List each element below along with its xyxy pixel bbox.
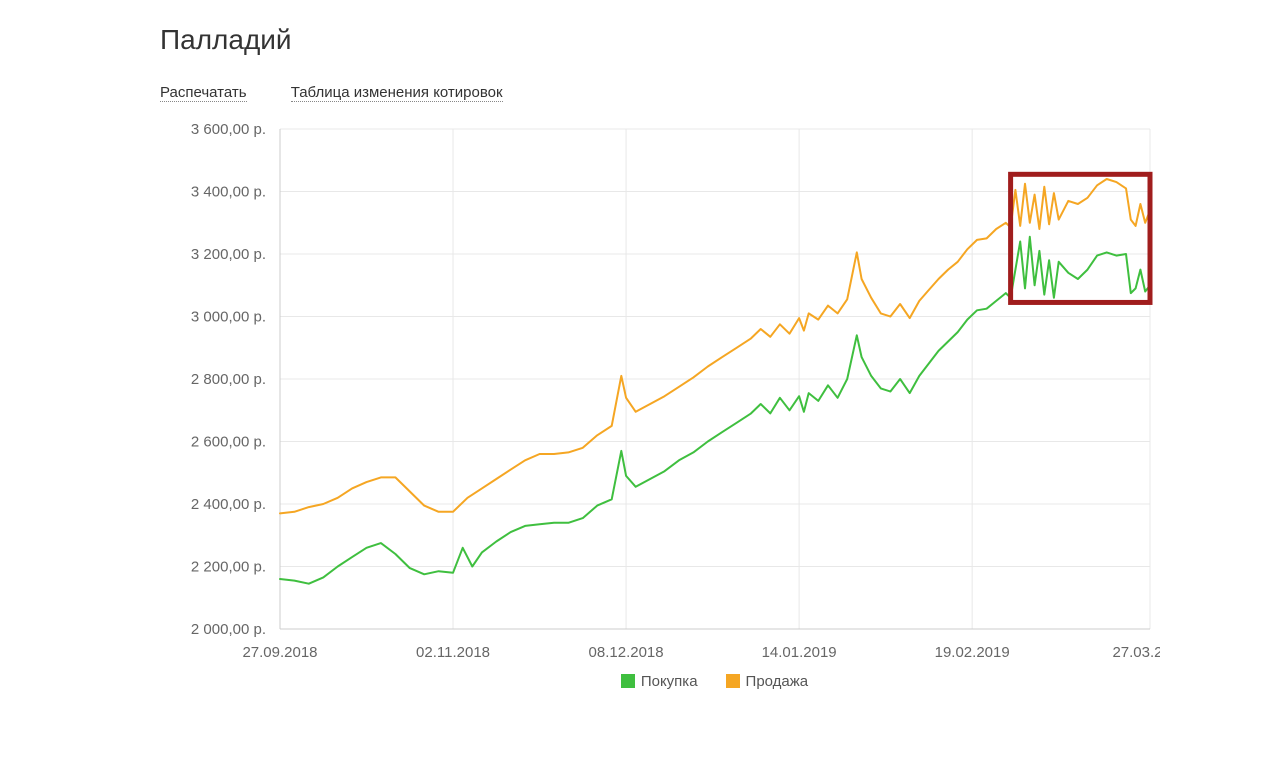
y-tick-label: 2 200,00 p. (191, 559, 266, 576)
x-tick-label: 27.09.2018 (242, 644, 317, 659)
y-tick-label: 2 000,00 p. (191, 621, 266, 638)
legend-label: Покупка (641, 673, 698, 690)
x-tick-label: 02.11.2018 (416, 644, 490, 659)
chart-svg: 2 000,00 p. 2 200,00 p. 2 400,00 p. 2 600,0… (160, 119, 1160, 659)
y-tick-label: 3 600,00 p. (191, 121, 266, 138)
legend-item: Покупка (621, 673, 698, 690)
legend-swatch (621, 674, 635, 688)
x-tick-label: 14.01.2019 (762, 644, 837, 659)
y-tick-label: 3 200,00 p. (191, 246, 266, 263)
y-tick-label: 3 400,00 p. (191, 184, 266, 201)
quotes-table-link[interactable]: Таблица изменения котировок (291, 84, 503, 102)
x-tick-label: 08.12.2018 (589, 644, 664, 659)
y-tick-label: 2 400,00 p. (191, 496, 266, 513)
y-tick-label: 3 000,00 p. (191, 309, 266, 326)
page-wrap: Палладий Распечатать Таблица изменения к… (0, 0, 1277, 774)
print-link[interactable]: Распечатать (160, 84, 247, 102)
legend-swatch (726, 674, 740, 688)
x-tick-label: 19.02.2019 (935, 644, 1010, 659)
x-tick-label: 27.03.2019 (1112, 644, 1160, 659)
price-chart: 2 000,00 p. 2 200,00 p. 2 400,00 p. 2 600,0… (160, 119, 1237, 659)
legend-label: Продажа (746, 673, 809, 690)
y-tick-label: 2 600,00 p. (191, 434, 266, 451)
legend-item: Продажа (726, 673, 809, 690)
page-title: Палладий (160, 24, 1237, 56)
y-tick-label: 2 800,00 p. (191, 371, 266, 388)
action-links: Распечатать Таблица изменения котировок (160, 84, 1237, 101)
chart-legend: Покупка Продажа (160, 673, 1237, 690)
